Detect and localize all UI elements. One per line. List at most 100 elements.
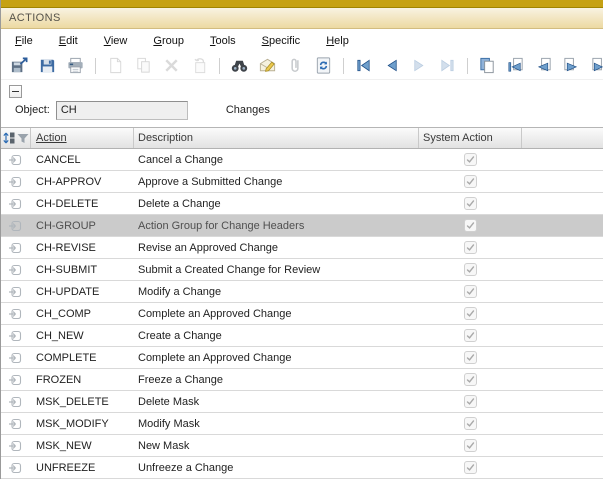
drilldown-icon[interactable] [8, 175, 22, 189]
menu-item-help[interactable]: Help [326, 35, 349, 47]
doc-next-icon[interactable] [561, 55, 582, 77]
object-description: Changes [225, 104, 270, 116]
table-row[interactable]: MSK_DELETE Delete Mask [1, 391, 603, 413]
table-row[interactable]: CH-DELETE Delete a Change [1, 193, 603, 215]
menu-mnemonic: E [58, 34, 67, 47]
find-icon[interactable] [229, 55, 250, 77]
row-description: Freeze a Change [138, 373, 223, 386]
row-action: FROZEN [36, 373, 82, 386]
row-filler [522, 457, 603, 478]
row-description: Cancel a Change [138, 153, 224, 166]
revert-icon [189, 55, 210, 77]
row-action: CH-REVISE [36, 241, 96, 254]
row-action: UNFREEZE [36, 461, 96, 474]
header-tools-cell [1, 128, 31, 148]
table-row[interactable]: MSK_MODIFY Modify Mask [1, 413, 603, 435]
object-input[interactable] [55, 100, 188, 120]
last-record-icon [437, 55, 458, 77]
table-row[interactable]: CH_COMP Complete an Approved Change [1, 303, 603, 325]
refresh-icon[interactable] [313, 55, 334, 77]
column-header-description[interactable]: Description [134, 128, 419, 148]
menu-mnemonic: T [209, 34, 216, 47]
drilldown-icon[interactable] [8, 373, 22, 387]
menu-mnemonic: F [15, 34, 22, 47]
row-description: Delete Mask [138, 395, 200, 408]
note-icon[interactable] [257, 55, 278, 77]
drilldown-icon[interactable] [8, 197, 22, 211]
row-description: Complete an Approved Change [138, 307, 292, 320]
drilldown-icon[interactable] [8, 219, 22, 233]
window-title: ACTIONS [9, 12, 61, 24]
menu-item-specific[interactable]: Specific [262, 35, 301, 47]
drilldown-icon[interactable] [8, 263, 22, 277]
drilldown-icon[interactable] [8, 153, 22, 167]
drilldown-icon[interactable] [8, 241, 22, 255]
doc-prev-icon[interactable] [533, 55, 554, 77]
row-filler [522, 149, 603, 170]
menu-item-file[interactable]: File [15, 35, 33, 47]
menu-item-edit[interactable]: Edit [59, 35, 78, 47]
row-action: CH_NEW [36, 329, 84, 342]
attachment-icon [285, 55, 306, 77]
row-action: CH-UPDATE [36, 285, 100, 298]
drilldown-icon[interactable] [8, 439, 22, 453]
drilldown-icon[interactable] [8, 329, 22, 343]
system-action-checkbox [464, 175, 477, 188]
drilldown-icon[interactable] [8, 461, 22, 475]
table-row[interactable]: UNFREEZE Unfreeze a Change [1, 457, 603, 479]
column-header-action[interactable]: Action [31, 128, 134, 148]
menu-item-group[interactable]: Group [153, 35, 184, 47]
menu-item-tools[interactable]: Tools [210, 35, 236, 47]
toolbar-separator [467, 57, 468, 74]
collapse-group-button[interactable] [9, 85, 22, 98]
row-description: Revise an Approved Change [138, 241, 279, 254]
duplicate-icon[interactable] [477, 55, 498, 77]
table-row[interactable]: MSK_NEW New Mask [1, 435, 603, 457]
table-row[interactable]: CH-APPROV Approve a Submitted Change [1, 171, 603, 193]
drilldown-icon[interactable] [8, 351, 22, 365]
doc-last-icon[interactable] [589, 55, 603, 77]
table-row[interactable]: COMPLETE Complete an Approved Change [1, 347, 603, 369]
row-description: Action Group for Change Headers [138, 219, 305, 232]
row-filler [522, 259, 603, 280]
row-action: CH_COMP [36, 307, 92, 320]
save-icon[interactable] [37, 55, 58, 77]
table-row[interactable]: CH_NEW Create a Change [1, 325, 603, 347]
menu-mnemonic: G [153, 34, 162, 47]
filter-icon[interactable] [16, 131, 30, 145]
print-icon[interactable] [65, 55, 86, 77]
row-filler [522, 215, 603, 236]
system-action-checkbox [464, 263, 477, 276]
row-action: CH-GROUP [36, 219, 96, 232]
system-action-checkbox [464, 197, 477, 210]
menu-item-view[interactable]: View [104, 35, 128, 47]
prev-record-icon[interactable] [381, 55, 402, 77]
table-row[interactable]: CANCEL Cancel a Change [1, 149, 603, 171]
row-description: Delete a Change [138, 197, 221, 210]
doc-first-icon[interactable] [505, 55, 526, 77]
row-action: COMPLETE [36, 351, 97, 364]
table-row[interactable]: CH-REVISE Revise an Approved Change [1, 237, 603, 259]
row-description: Modify a Change [138, 285, 222, 298]
group-collapse-row [1, 80, 603, 98]
menubar: File Edit View Group Tools Specific Help [1, 29, 603, 52]
drilldown-icon[interactable] [8, 395, 22, 409]
drilldown-icon[interactable] [8, 285, 22, 299]
system-action-checkbox [464, 417, 477, 430]
table-row[interactable]: CH-SUBMIT Submit a Created Change for Re… [1, 259, 603, 281]
column-header-empty [522, 128, 603, 148]
save-exit-icon[interactable] [9, 55, 30, 77]
table-row[interactable]: FROZEN Freeze a Change [1, 369, 603, 391]
row-filler [522, 171, 603, 192]
system-action-checkbox [464, 329, 477, 342]
row-description: Unfreeze a Change [138, 461, 234, 474]
drilldown-icon[interactable] [8, 307, 22, 321]
column-header-system-action[interactable]: System Action [419, 128, 522, 148]
table-row[interactable]: CH-UPDATE Modify a Change [1, 281, 603, 303]
first-record-icon[interactable] [353, 55, 374, 77]
sort-icon[interactable] [2, 131, 16, 145]
drilldown-icon[interactable] [8, 417, 22, 431]
toolbar [1, 52, 603, 80]
table-row[interactable]: CH-GROUP Action Group for Change Headers [1, 215, 603, 237]
row-action: CH-APPROV [36, 175, 102, 188]
